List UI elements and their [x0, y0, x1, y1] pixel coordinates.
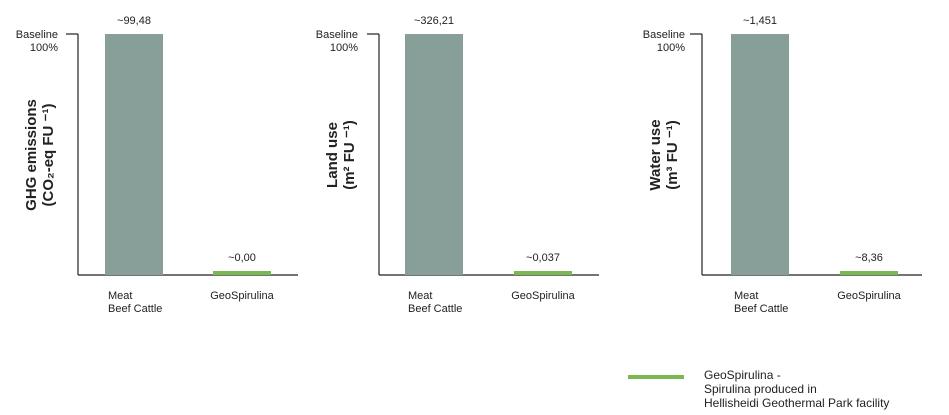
baseline-percent-label: 100% [657, 42, 685, 54]
y-axis-title: Land use [324, 122, 341, 188]
x-tick-label: Beef Cattle [408, 303, 462, 315]
baseline-label: Baseline [643, 29, 685, 41]
y-axis-title: Water use [647, 119, 664, 190]
x-tick-label: Meat [734, 290, 758, 302]
baseline-percent-label: 100% [330, 42, 358, 54]
data-label: ~99,48 [117, 15, 151, 27]
legend-line-2: Spirulina produced in [704, 382, 817, 396]
y-axis-unit: (m² FU ⁻¹) [341, 120, 358, 190]
x-tick-label: Beef Cattle [734, 303, 788, 315]
baseline-percent-label: 100% [30, 42, 58, 54]
bar-geospirulina [213, 271, 271, 275]
x-tick-label: Beef Cattle [108, 303, 162, 315]
baseline-label: Baseline [316, 29, 358, 41]
bar-meat-beef-cattle [731, 34, 789, 275]
x-tick-label: Meat [408, 290, 432, 302]
y-axis-unit: (CO₂-eq FU ⁻¹) [40, 104, 57, 207]
data-label: ~0,037 [526, 252, 560, 264]
data-label: ~8,36 [855, 252, 883, 264]
bar-geospirulina [514, 271, 572, 275]
data-label: ~1,451 [743, 15, 777, 27]
legend-line-3: Hellisheidi Geothermal Park facility [704, 396, 890, 410]
legend: GeoSpirulina - Spirulina produced in Hel… [628, 368, 948, 415]
x-tick-label: Meat [108, 290, 132, 302]
bar-meat-beef-cattle [105, 34, 163, 275]
legend-line-1: GeoSpirulina - [704, 368, 781, 382]
legend-swatch-geospirulina [628, 375, 684, 379]
x-tick-label: GeoSpirulina [210, 290, 274, 302]
x-tick-label: GeoSpirulina [837, 290, 901, 302]
bar-meat-beef-cattle [405, 34, 463, 275]
bar-geospirulina [840, 271, 898, 275]
y-axis-unit: (m³ FU ⁻¹) [664, 120, 681, 190]
baseline-label: Baseline [16, 29, 58, 41]
data-label: ~0,00 [228, 252, 256, 264]
y-axis-title: GHG emissions [23, 99, 40, 211]
data-label: ~326,21 [414, 15, 454, 27]
x-tick-label: GeoSpirulina [511, 290, 575, 302]
legend-text: GeoSpirulina - Spirulina produced in Hel… [704, 368, 889, 410]
